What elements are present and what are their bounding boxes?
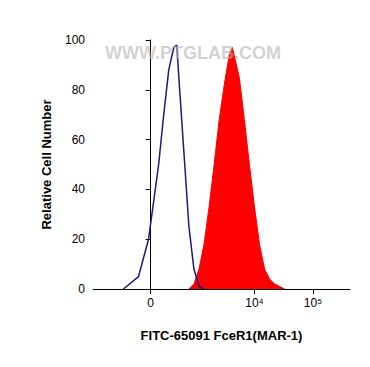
svg-text:FITC-65091 FceR1(MAR-1): FITC-65091 FceR1(MAR-1) [141, 328, 303, 343]
svg-text:Relative Cell Number: Relative Cell Number [39, 99, 54, 229]
svg-text:100: 100 [65, 33, 85, 47]
svg-text:WWW.PTGLAB.COM: WWW.PTGLAB.COM [105, 43, 281, 63]
svg-text:10⁵: 10⁵ [304, 296, 322, 310]
svg-text:20: 20 [72, 232, 86, 246]
svg-text:40: 40 [72, 182, 86, 196]
svg-text:10⁴: 10⁴ [245, 296, 264, 310]
svg-text:60: 60 [72, 133, 86, 147]
svg-text:0: 0 [147, 296, 154, 310]
svg-text:0: 0 [78, 282, 85, 296]
svg-text:80: 80 [72, 83, 86, 97]
